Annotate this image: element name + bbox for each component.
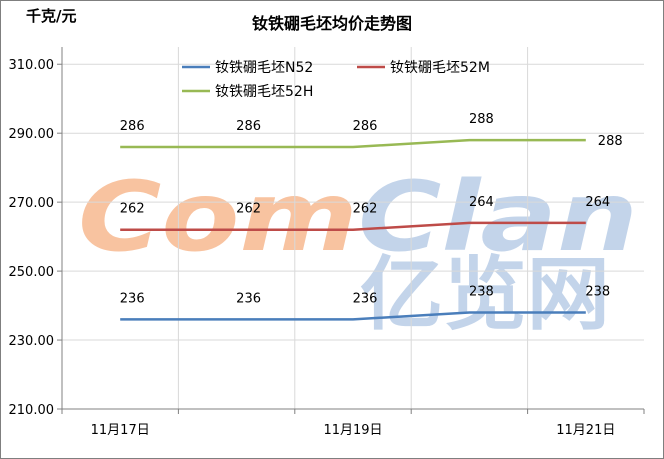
series-line-3	[120, 138, 586, 149]
chart-title: 钕铁硼毛坯均价走势图	[251, 14, 412, 33]
data-label: 264	[585, 195, 610, 210]
data-label: 264	[469, 195, 494, 210]
y-tick-label: 310.00	[9, 58, 55, 73]
x-tick-label: 11月17日	[91, 423, 150, 438]
data-label: 262	[236, 202, 261, 217]
watermark-text-part-2: Clan	[358, 161, 638, 273]
data-label: 238	[469, 284, 494, 299]
y-tick-label: 270.00	[9, 196, 55, 211]
watermark-chinese: 亿览网	[360, 248, 610, 341]
series-line-1	[120, 311, 586, 321]
y-unit-label: 千克/元	[26, 7, 77, 25]
watermark-text-part-1: Com	[78, 161, 358, 273]
data-label: 286	[236, 119, 261, 134]
data-label: 288	[598, 134, 623, 149]
data-label: 238	[585, 284, 610, 299]
x-tick-label: 11月21日	[556, 423, 615, 438]
y-tick-label: 210.00	[9, 403, 55, 418]
watermark-text: Com Clan	[78, 161, 638, 273]
legend-label-3: 钕铁硼毛坯52H	[215, 84, 313, 100]
data-label: 262	[120, 202, 145, 217]
data-label: 236	[236, 291, 261, 306]
axes: 310.00 290.00 270.00 250.00 230.00 210.00 11月1…	[9, 47, 645, 438]
series-line-2	[120, 221, 586, 231]
series-group	[120, 138, 586, 321]
data-label: 288	[469, 112, 494, 127]
y-tick-label: 230.00	[9, 334, 55, 349]
legend: 钕铁硼毛坯N52 钕铁硼毛坯52M 钕铁硼毛坯52H	[182, 60, 490, 100]
y-tick-label: 290.00	[9, 127, 55, 142]
legend-label-2: 钕铁硼毛坯52M	[390, 60, 490, 76]
x-tick-label: 11月19日	[323, 423, 382, 438]
y-tick-label: 250.00	[9, 265, 55, 280]
data-label: 236	[353, 291, 378, 306]
data-label: 286	[353, 119, 378, 134]
data-label: 286	[120, 119, 145, 134]
grid	[62, 47, 644, 409]
data-label: 262	[353, 202, 378, 217]
data-label: 236	[120, 291, 145, 306]
data-labels: 236 236 236 238 238 262 262 262 264 264 286 286 286 2…	[120, 112, 623, 306]
legend-label-1: 钕铁硼毛坯N52	[215, 60, 313, 76]
